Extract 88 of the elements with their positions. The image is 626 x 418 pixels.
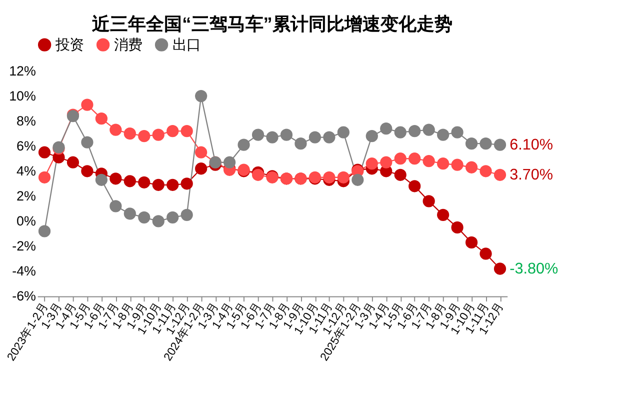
point <box>422 155 435 168</box>
point <box>138 130 150 142</box>
point <box>195 146 208 158</box>
y-tick-label: 10% <box>9 88 36 104</box>
point <box>451 126 464 138</box>
point <box>480 248 492 260</box>
point <box>394 168 406 181</box>
point <box>323 131 336 144</box>
legend-label: 投资 <box>54 38 84 54</box>
point <box>380 122 392 135</box>
point <box>422 195 435 208</box>
point <box>437 128 450 141</box>
y-tick-label: -6% <box>12 288 36 304</box>
point <box>494 138 506 151</box>
y-tick-label: 2% <box>16 188 36 204</box>
point <box>451 221 464 234</box>
point <box>124 128 136 140</box>
point <box>110 200 122 212</box>
point <box>38 171 51 184</box>
point <box>294 138 307 150</box>
point <box>352 174 364 186</box>
point <box>323 171 336 184</box>
point <box>252 128 264 141</box>
point <box>408 180 421 192</box>
point <box>366 158 378 170</box>
point <box>451 158 464 171</box>
point <box>280 128 293 141</box>
point <box>180 178 193 190</box>
y-tick-label: 4% <box>16 163 36 178</box>
point <box>480 138 492 150</box>
point <box>366 130 378 142</box>
point <box>138 176 150 188</box>
text: 6.10% <box>510 136 554 154</box>
text: 3.70% <box>510 166 554 184</box>
point <box>95 112 108 125</box>
legend-label: 出口 <box>172 38 201 54</box>
point <box>152 128 164 141</box>
point <box>180 208 193 221</box>
y-tick-label: -4% <box>12 264 36 279</box>
point <box>337 126 350 138</box>
y-tick-label: 8% <box>16 113 36 128</box>
point <box>266 131 278 144</box>
point <box>66 156 80 168</box>
point <box>195 90 208 102</box>
point <box>152 178 164 191</box>
point <box>394 152 406 165</box>
point <box>394 126 406 138</box>
point <box>337 171 350 184</box>
y-tick-label: 0% <box>16 214 36 229</box>
point <box>308 131 322 144</box>
point <box>81 136 94 148</box>
point <box>180 125 193 138</box>
point <box>422 124 435 136</box>
point <box>81 98 94 111</box>
point <box>38 146 51 158</box>
point <box>494 168 506 181</box>
text: -3.80% <box>510 260 559 278</box>
point <box>494 262 506 275</box>
point <box>252 168 264 181</box>
point <box>437 208 450 221</box>
point <box>238 138 250 151</box>
point <box>465 236 478 249</box>
point <box>38 225 51 238</box>
point <box>81 165 94 178</box>
point <box>166 178 179 191</box>
point <box>95 174 108 186</box>
point <box>465 161 478 174</box>
point <box>110 124 122 136</box>
point <box>480 165 492 178</box>
point <box>408 152 421 165</box>
point <box>152 215 164 228</box>
point <box>166 211 179 224</box>
y-tick-label: 6% <box>16 138 36 154</box>
chart-title: 近三年全国“三驾马车”累计同比增速变化走势 <box>91 14 452 34</box>
y-tick-label: -2% <box>12 238 36 254</box>
point <box>138 211 150 224</box>
point <box>166 125 179 138</box>
point <box>465 138 478 150</box>
legend-label: 消费 <box>114 38 142 54</box>
point <box>124 208 136 220</box>
point <box>124 175 136 188</box>
point <box>223 156 236 168</box>
point <box>408 125 421 138</box>
point <box>110 172 122 185</box>
point <box>437 158 450 170</box>
point <box>380 156 392 168</box>
y-tick-label: 12% <box>9 63 36 78</box>
point <box>195 162 208 175</box>
